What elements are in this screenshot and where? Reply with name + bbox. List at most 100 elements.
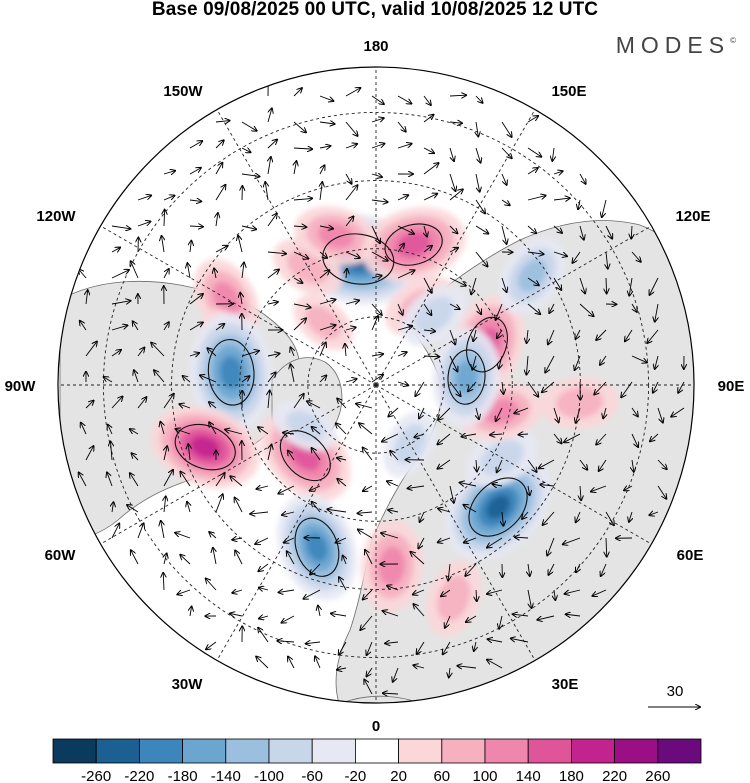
- wind-vector: [649, 512, 659, 515]
- wind-vector: [449, 173, 455, 191]
- wind-vector: [629, 511, 632, 522]
- wind-vector: [306, 642, 321, 644]
- wind-vector: [423, 115, 434, 123]
- wind-vector: [371, 354, 383, 356]
- wind-vector: [111, 442, 112, 461]
- wind-vector: [578, 199, 580, 209]
- wind-vector: [345, 251, 360, 258]
- wind-vector: [397, 144, 412, 149]
- wind-vector: [85, 401, 94, 409]
- wind-vector: [445, 615, 451, 628]
- wind-vector: [501, 121, 512, 137]
- wind-vector: [383, 693, 399, 694]
- wind-vector: [215, 246, 228, 253]
- meridian-line: [100, 225, 377, 386]
- wind-vector: [108, 425, 112, 435]
- wind-vector: [267, 214, 277, 227]
- wind-vector: [293, 198, 312, 200]
- wind-vector: [397, 244, 404, 253]
- wind-vector: [163, 171, 175, 174]
- wind-vector: [358, 512, 373, 513]
- wind-vector: [475, 225, 488, 234]
- wind-vector: [471, 277, 477, 294]
- wind-vector: [339, 641, 347, 655]
- anomaly-level: [219, 356, 243, 389]
- wind-vector: [488, 639, 503, 642]
- wind-vector: [79, 473, 87, 487]
- wind-vector: [177, 589, 191, 594]
- wind-vector: [241, 148, 251, 152]
- wind-vector: [258, 427, 269, 435]
- meridian-line: [375, 384, 652, 545]
- wind-vector: [259, 616, 269, 619]
- wind-vector: [657, 485, 666, 499]
- wind-vector: [214, 268, 216, 279]
- colorbar-swatch: [268, 738, 313, 764]
- wind-vector: [154, 370, 165, 383]
- wind-vector: [420, 511, 425, 522]
- wind-vector: [549, 303, 555, 313]
- wind-vector: [293, 277, 302, 283]
- colorbar-swatch: [182, 738, 227, 764]
- wind-vector: [345, 379, 357, 382]
- wind-vector: [527, 196, 546, 201]
- wind-vector: [131, 261, 139, 279]
- wind-vector: [180, 472, 191, 487]
- wind-vector: [464, 537, 477, 543]
- wind-vector: [528, 485, 530, 495]
- wind-vector: [547, 537, 555, 555]
- wind-vector: [207, 348, 217, 357]
- wind-vector: [540, 485, 555, 486]
- wind-vector: [319, 226, 333, 229]
- wind-vector: [371, 375, 383, 383]
- wind-vector: [190, 607, 192, 617]
- wind-vector: [381, 533, 399, 539]
- wind-vector: [397, 352, 407, 356]
- anomaly-level: [305, 305, 342, 339]
- wind-vector: [448, 563, 450, 580]
- map-boundary: [57, 66, 695, 704]
- wind-vector: [423, 194, 437, 201]
- wind-vector: [319, 146, 330, 148]
- wind-vector: [111, 270, 129, 279]
- wind-vector: [345, 344, 346, 357]
- wind-vector: [216, 213, 218, 227]
- wind-vector: [579, 277, 585, 293]
- wind-vector: [475, 199, 485, 213]
- wind-vector: [312, 502, 321, 513]
- wind-vector: [86, 290, 88, 305]
- wind-vector: [215, 185, 225, 201]
- wind-vector: [319, 251, 327, 258]
- wind-vector: [163, 573, 164, 591]
- wind-vector: [566, 614, 581, 616]
- wind-vector: [457, 666, 477, 668]
- wind-vector: [258, 628, 269, 643]
- wind-vector: [537, 615, 555, 620]
- wind-vector: [449, 667, 450, 677]
- wind-vector: [501, 277, 507, 292]
- wind-vector: [190, 241, 191, 253]
- wind-vector: [475, 303, 481, 314]
- label-60w: 60W: [45, 547, 77, 564]
- wind-vector: [579, 459, 587, 470]
- wind-vector: [423, 303, 431, 315]
- wind-vector: [579, 303, 594, 316]
- wind-vector: [383, 611, 399, 617]
- wind-vector: [423, 356, 439, 357]
- wind-vector: [625, 329, 633, 341]
- wind-vector: [655, 355, 658, 369]
- wind-vector: [293, 394, 304, 409]
- wind-vector: [515, 537, 529, 538]
- wind-vector: [130, 429, 139, 435]
- wind-vector: [215, 473, 225, 487]
- wind-vector: [363, 448, 373, 461]
- wind-vector: [293, 148, 312, 149]
- wind-vector: [414, 434, 425, 437]
- wind-vector: [162, 236, 164, 253]
- anomaly-level: [190, 435, 221, 459]
- wind-vector: [336, 423, 347, 435]
- wind-vector: [650, 277, 659, 295]
- wind-vector: [647, 329, 659, 343]
- wind-vector: [526, 355, 528, 375]
- wind-vector: [473, 329, 476, 341]
